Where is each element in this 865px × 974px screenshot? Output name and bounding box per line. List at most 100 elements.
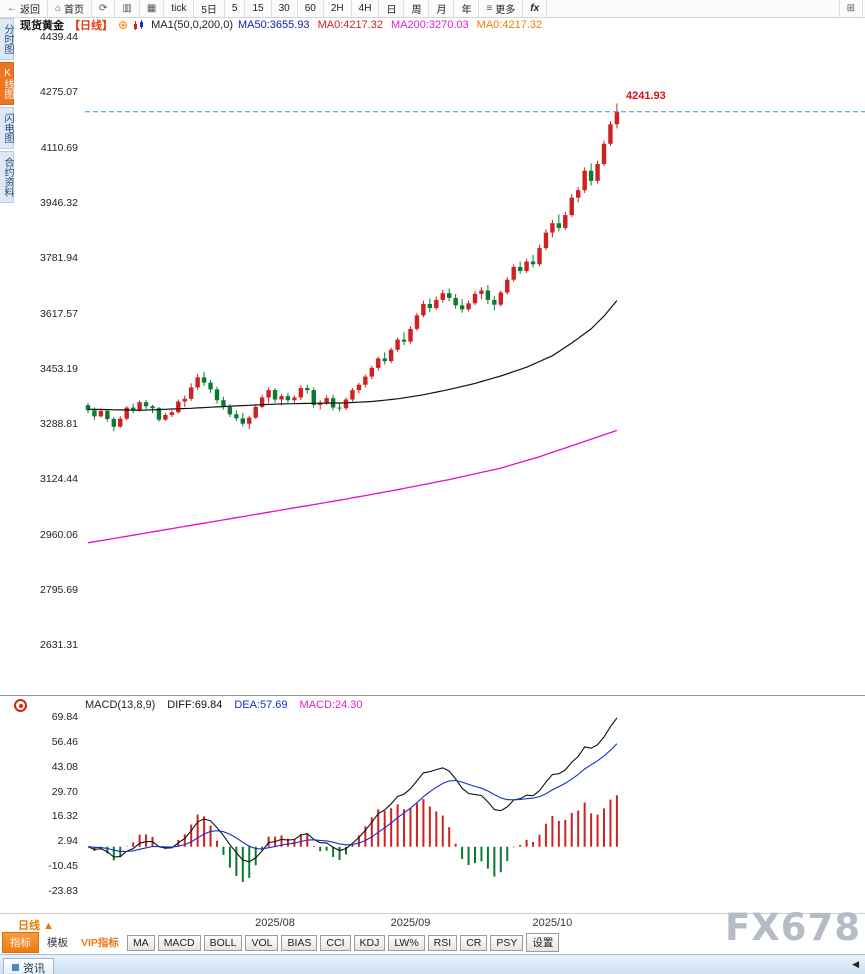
toolbar-period-5m-button[interactable]: 5 bbox=[225, 0, 246, 17]
indicator-rsi-button[interactable]: RSI bbox=[427, 934, 458, 951]
chart-type-sidebar: 分时图 K线图闪电图合约资料 bbox=[0, 18, 14, 203]
indicator-boll-button[interactable]: BOLL bbox=[203, 934, 243, 951]
toolbar-period-tick-button[interactable]: tick bbox=[164, 0, 195, 17]
candlestick-chart[interactable] bbox=[85, 35, 865, 695]
sidebar-tab-lightning-chart[interactable]: 闪电图 bbox=[0, 107, 14, 149]
ma-params-label: MA1(50,0,200,0) bbox=[151, 19, 233, 31]
toolbar-item-label: 首页 bbox=[64, 5, 85, 16]
toolbar-chart-type-kline-button[interactable]: ▦ bbox=[140, 0, 165, 17]
price-tick: 4439.44 bbox=[40, 31, 78, 43]
toolbar-chart-type-bar-button[interactable]: ▥ bbox=[115, 0, 140, 17]
macd-chart[interactable] bbox=[85, 710, 865, 900]
indicator-lw-button[interactable]: LW% bbox=[388, 934, 425, 951]
grid-icon: ⊞ bbox=[846, 2, 855, 14]
indicator-vol-button[interactable]: VOL bbox=[245, 934, 279, 951]
toolbar-item-label: 年 bbox=[461, 5, 472, 16]
indicator-template-button[interactable]: 模板 bbox=[47, 937, 68, 949]
symbol-period-tag: 【日线】 bbox=[69, 20, 113, 32]
toolbar-period-60m-button[interactable]: 60 bbox=[298, 0, 324, 17]
toolbar-period-month-button[interactable]: 月 bbox=[429, 0, 455, 17]
news-icon bbox=[12, 964, 19, 971]
add-indicator-icon[interactable]: ⊕ bbox=[118, 18, 129, 32]
status-bar: 资讯 ◀ bbox=[0, 954, 865, 974]
indicator-vip-indicator-button[interactable]: VIP指标 bbox=[81, 937, 119, 949]
scroll-left-arrow-icon[interactable]: ◀ bbox=[852, 959, 859, 969]
time-axis: 日线 ▲ 2025/08 2025/09 2025/10 bbox=[0, 913, 865, 932]
indicator-kdj-button[interactable]: KDJ bbox=[353, 934, 386, 951]
period-indicator[interactable]: 日线 ▲ bbox=[18, 917, 57, 933]
indicator-psy-button[interactable]: PSY bbox=[490, 934, 524, 951]
toolbar-item-label: 60 bbox=[304, 3, 316, 14]
sidebar-tab-contract-info[interactable]: 合约资料 bbox=[0, 151, 14, 203]
toolbar-item-label: 日 bbox=[386, 5, 397, 16]
toolbar-more-button[interactable]: ≡ 更多 bbox=[479, 0, 524, 17]
toolbar-refresh-button[interactable]: ⟳ bbox=[92, 0, 116, 17]
toolbar-period-30m-button[interactable]: 30 bbox=[272, 0, 298, 17]
price-tick: 4275.07 bbox=[40, 86, 78, 99]
macd-tick: 69.84 bbox=[51, 711, 78, 723]
symbol-name: 现货黄金 bbox=[20, 20, 64, 32]
chevron-up-icon: ▲ bbox=[43, 920, 54, 932]
toolbar-formula-button[interactable]: fx bbox=[523, 0, 548, 17]
toolbar-period-4h-button[interactable]: 4H bbox=[352, 0, 380, 17]
price-tick: 3453.19 bbox=[40, 362, 78, 375]
macd-params-label: MACD(13,8,9) bbox=[85, 699, 156, 711]
toolbar-period-15m-button[interactable]: 15 bbox=[245, 0, 272, 17]
ma-value: MA0:4217.32 bbox=[476, 19, 543, 31]
toolbar-period-5d-button[interactable]: 5日 bbox=[194, 0, 225, 17]
indicator-bias-button[interactable]: BIAS bbox=[281, 934, 318, 951]
price-tick: 2795.69 bbox=[40, 584, 78, 597]
ma-value: MA0:4217.32 bbox=[317, 19, 383, 31]
toolbar-back-button[interactable]: ← 返回 bbox=[0, 0, 48, 17]
toolbar-item-label: 更多 bbox=[495, 5, 516, 16]
toolbar-period-year-button[interactable]: 年 bbox=[454, 0, 480, 17]
indicator-indicator-menu-button[interactable]: 指标 bbox=[2, 932, 39, 953]
price-tick: 3781.94 bbox=[40, 252, 78, 265]
toolbar-period-day-button[interactable]: 日 bbox=[379, 0, 405, 17]
panel-divider bbox=[0, 695, 865, 696]
bar-chart-icon: ▥ bbox=[122, 2, 132, 14]
price-tick: 3124.44 bbox=[40, 473, 78, 486]
macd-tick: 43.08 bbox=[51, 760, 78, 773]
sidebar-tab-time-chart[interactable]: 分时图 bbox=[0, 18, 14, 60]
news-tab-label: 资讯 bbox=[23, 962, 45, 974]
macd-header: MACD(13,8,9) DIFF:69.84 DEA:57.69 MACD:2… bbox=[85, 699, 363, 711]
date-tick: 2025/08 bbox=[255, 917, 295, 929]
sidebar-tab-kline-chart[interactable]: K线图 bbox=[0, 62, 14, 105]
indicator-cci-button[interactable]: CCI bbox=[320, 934, 351, 951]
ma-values: MA50:3655.93 MA0:4217.32 MA200:3270.03 MA0:… bbox=[238, 19, 550, 31]
macd-diff-value: DIFF:69.84 bbox=[167, 699, 223, 711]
toolbar-item-label: tick bbox=[171, 3, 187, 14]
price-tick: 3288.81 bbox=[40, 418, 78, 431]
toolbar-period-2h-button[interactable]: 2H bbox=[324, 0, 352, 17]
indicator-target-icon[interactable] bbox=[14, 699, 27, 712]
toolbar-item-label: 30 bbox=[278, 3, 290, 14]
period-label: 日线 bbox=[18, 920, 40, 932]
top-toolbar: ← 返回 ⌂ 首页 ⟳ ▥ ▦ tick 5日 5 15 30 60 2H 4H 日周月年 ≡ 更多 fx ⊞ bbox=[0, 0, 865, 18]
toolbar-item-label: 15 bbox=[252, 3, 264, 14]
last-high-price-label: 4241.93 bbox=[626, 90, 666, 102]
arrow-left-icon: ← bbox=[7, 2, 17, 14]
macd-dea-value: DEA:57.69 bbox=[234, 699, 288, 711]
toolbar-item-label: 返回 bbox=[20, 5, 40, 16]
price-tick: 2960.06 bbox=[40, 528, 78, 541]
toolbar-item-label: 2H bbox=[330, 3, 344, 14]
toolbar-home-button[interactable]: ⌂ 首页 bbox=[48, 0, 93, 17]
indicator-macd-button[interactable]: MACD bbox=[157, 934, 201, 951]
refresh-icon: ⟳ bbox=[99, 2, 108, 14]
chart-header: 现货黄金 【日线】 ⊕ MA1(50,0,200,0) MA50:3655.93… bbox=[20, 18, 550, 32]
news-tab[interactable]: 资讯 bbox=[3, 958, 54, 974]
indicator-settings-button[interactable]: 设置 bbox=[526, 933, 560, 952]
price-tick: 3617.57 bbox=[40, 307, 78, 320]
indicator-cr-button[interactable]: CR bbox=[460, 934, 488, 951]
toolbar-period-week-button[interactable]: 周 bbox=[404, 0, 430, 17]
watermark: FX678 bbox=[724, 906, 861, 949]
indicator-toolbar: 指标 模板 VIP指标 MA MACD BOLL VOL BIAS CCI KDJ LW% RSI CR… bbox=[2, 932, 747, 953]
toolbar-layout-grid-button[interactable]: ⊞ bbox=[838, 0, 863, 17]
indicator-ma-button[interactable]: MA bbox=[126, 934, 155, 951]
toolbar-item-label: 月 bbox=[436, 5, 447, 16]
macd-tick: 16.32 bbox=[51, 810, 78, 823]
macd-tick: 29.70 bbox=[51, 785, 78, 798]
ma-indicator-icon bbox=[134, 19, 144, 30]
